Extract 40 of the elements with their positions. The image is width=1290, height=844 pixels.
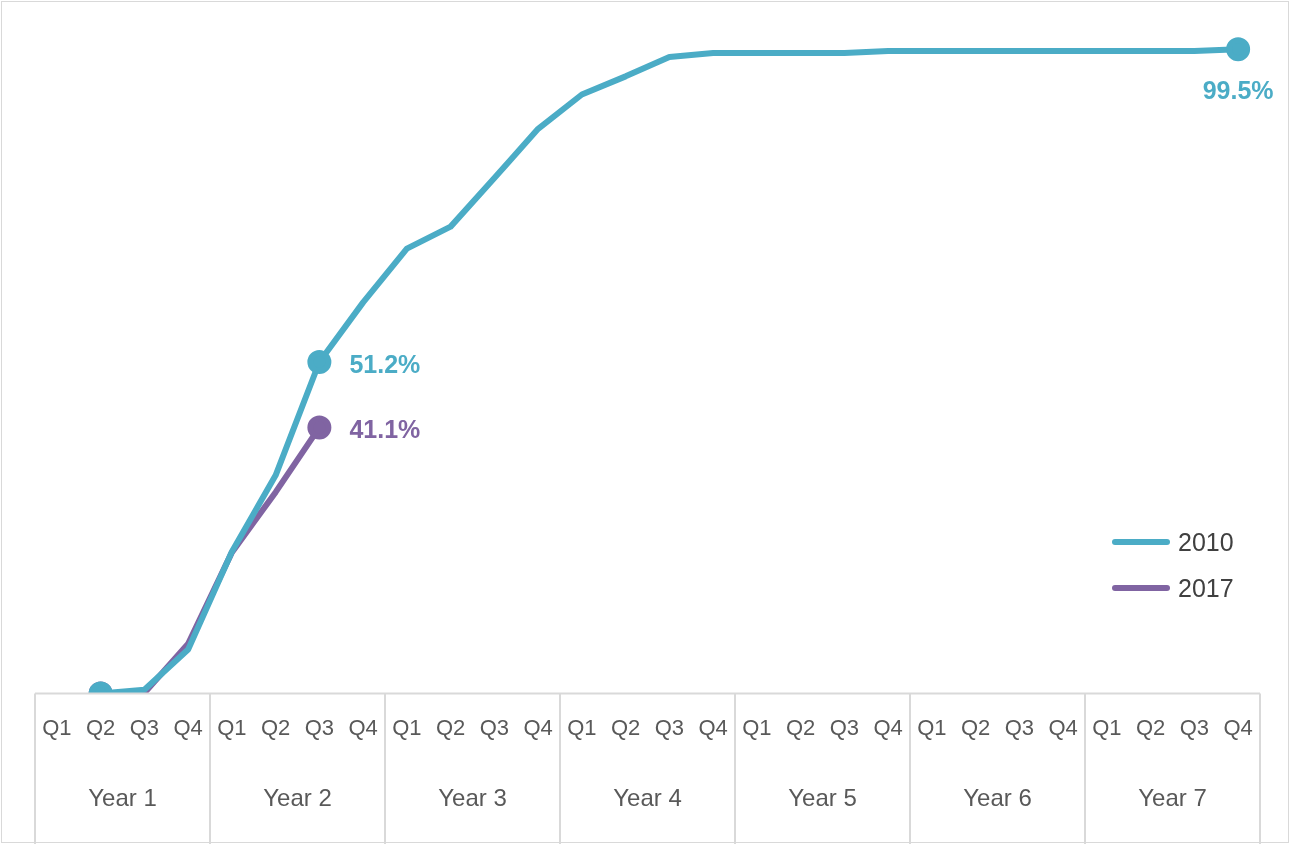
x-tick-label: Q4 (698, 714, 728, 740)
x-tick-label: Q2 (610, 714, 641, 740)
x-tick-label: Q3 (129, 714, 160, 740)
x-tick-label: Q3 (1004, 714, 1035, 740)
x-tick-label: Q3 (479, 714, 510, 740)
x-tick-label: Q2 (960, 714, 991, 740)
x-tick-label: Q3 (654, 714, 685, 740)
x-tick-label: Q4 (173, 714, 203, 740)
text: Year 6 (963, 784, 1032, 812)
x-tick-label: Q1 (42, 714, 72, 740)
x-tick-label: Q4 (873, 714, 903, 740)
x-tick-label: Q3 (1179, 714, 1210, 740)
legend-label: 2010 (1178, 527, 1234, 557)
x-tick-label: Q2 (85, 714, 116, 740)
text: Year 5 (788, 784, 857, 812)
data-label: 51.2% (349, 349, 421, 378)
x-tick-label: Q2 (435, 714, 466, 740)
x-tick-label: Q2 (785, 714, 816, 740)
text: Year 3 (438, 784, 507, 812)
text: Year 4 (613, 784, 682, 812)
x-tick-label: Q1 (567, 714, 597, 740)
legend-label: 2017 (1178, 573, 1234, 603)
x-tick-label: Q2 (1135, 714, 1166, 740)
x-tick-label: Q4 (1048, 714, 1078, 740)
data-label: 99.5% (1202, 75, 1274, 104)
x-tick-label: Q1 (917, 714, 947, 740)
x-tick-label: Q4 (523, 714, 553, 740)
x-tick-label: Q4 (1223, 714, 1253, 740)
x-tick-label: Q3 (304, 714, 335, 740)
data-label: 41.1% (349, 415, 421, 444)
x-tick-label: Q1 (1092, 714, 1122, 740)
x-tick-label: Q1 (217, 714, 247, 740)
text: Year 1 (88, 784, 157, 812)
x-tick-label: Q3 (829, 714, 860, 740)
x-tick-label: Q1 (392, 714, 422, 740)
x-tick-label: Q1 (742, 714, 772, 740)
text: Year 7 (1138, 784, 1207, 812)
text: Year 2 (263, 784, 332, 812)
x-tick-label: Q4 (348, 714, 378, 740)
x-tick-label: Q2 (260, 714, 291, 740)
